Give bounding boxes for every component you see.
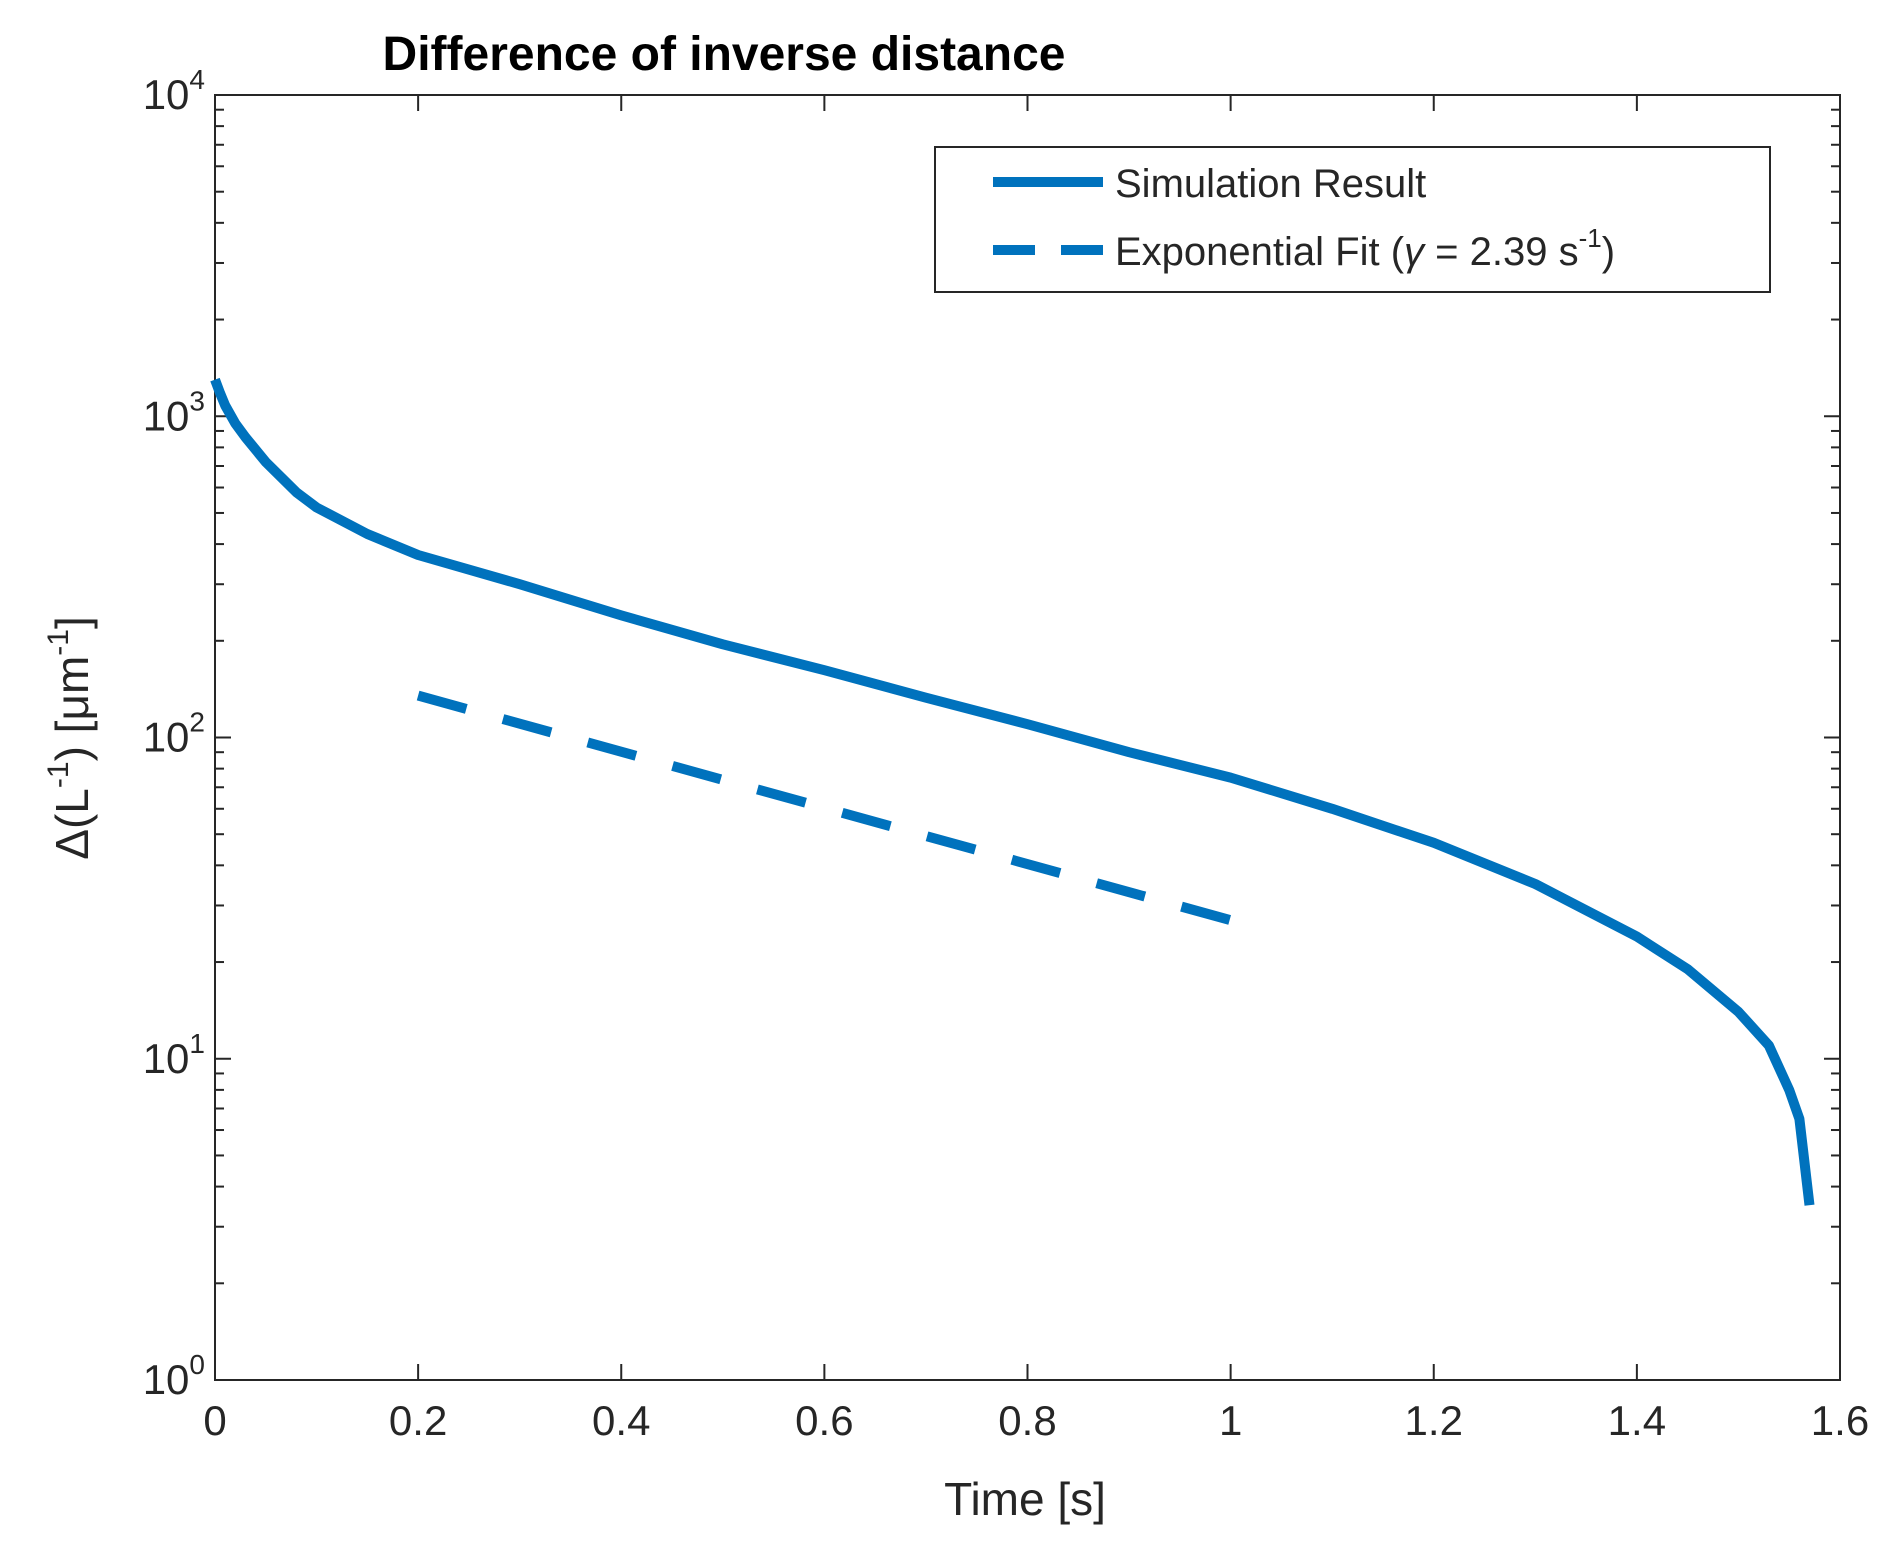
x-tick-label: 1.6 — [1811, 1397, 1869, 1444]
legend: Simulation Result Exponential Fit (γ = 2… — [934, 146, 1771, 293]
legend-label-exponential-fit: Exponential Fit (γ = 2.39 s-1) — [1115, 223, 1615, 274]
y-tick-label: 104 — [143, 64, 205, 118]
series-line-simulation-result — [210, 377, 1815, 1206]
x-tick-labels: 0 0.2 0.4 0.6 0.8 1 1.2 1.4 1.6 — [203, 1397, 1869, 1444]
y-axis-ticks — [215, 94, 1840, 1381]
x-tick-label: 0 — [203, 1397, 226, 1444]
y-tick-label: 103 — [143, 385, 205, 439]
x-tick-label: 0.4 — [592, 1397, 650, 1444]
x-axis-ticks — [214, 95, 1841, 1380]
chart-title: Difference of inverse distance — [383, 28, 1066, 81]
legend-label-simulation-result: Simulation Result — [1115, 162, 1426, 206]
x-axis-label: Time [s] — [944, 1473, 1106, 1525]
legend-box — [934, 146, 1771, 293]
y-tick-labels: 100 101 102 103 104 — [143, 64, 205, 1403]
x-tick-label: 0.6 — [795, 1397, 853, 1444]
y-tick-label: 101 — [143, 1028, 205, 1082]
x-tick-label: 0.2 — [389, 1397, 447, 1444]
x-tick-label: 1.4 — [1608, 1397, 1666, 1444]
y-minor-ticks — [215, 108, 1840, 1285]
x-tick-label: 0.8 — [998, 1397, 1056, 1444]
x-tick-label: 1 — [1219, 1397, 1242, 1444]
y-tick-label: 102 — [143, 707, 205, 761]
y-axis-label: Δ(L-1) [μm-1] — [42, 616, 98, 860]
plot-area — [214, 94, 1841, 1381]
y-tick-label: 100 — [143, 1349, 205, 1403]
x-tick-label: 1.2 — [1405, 1397, 1463, 1444]
